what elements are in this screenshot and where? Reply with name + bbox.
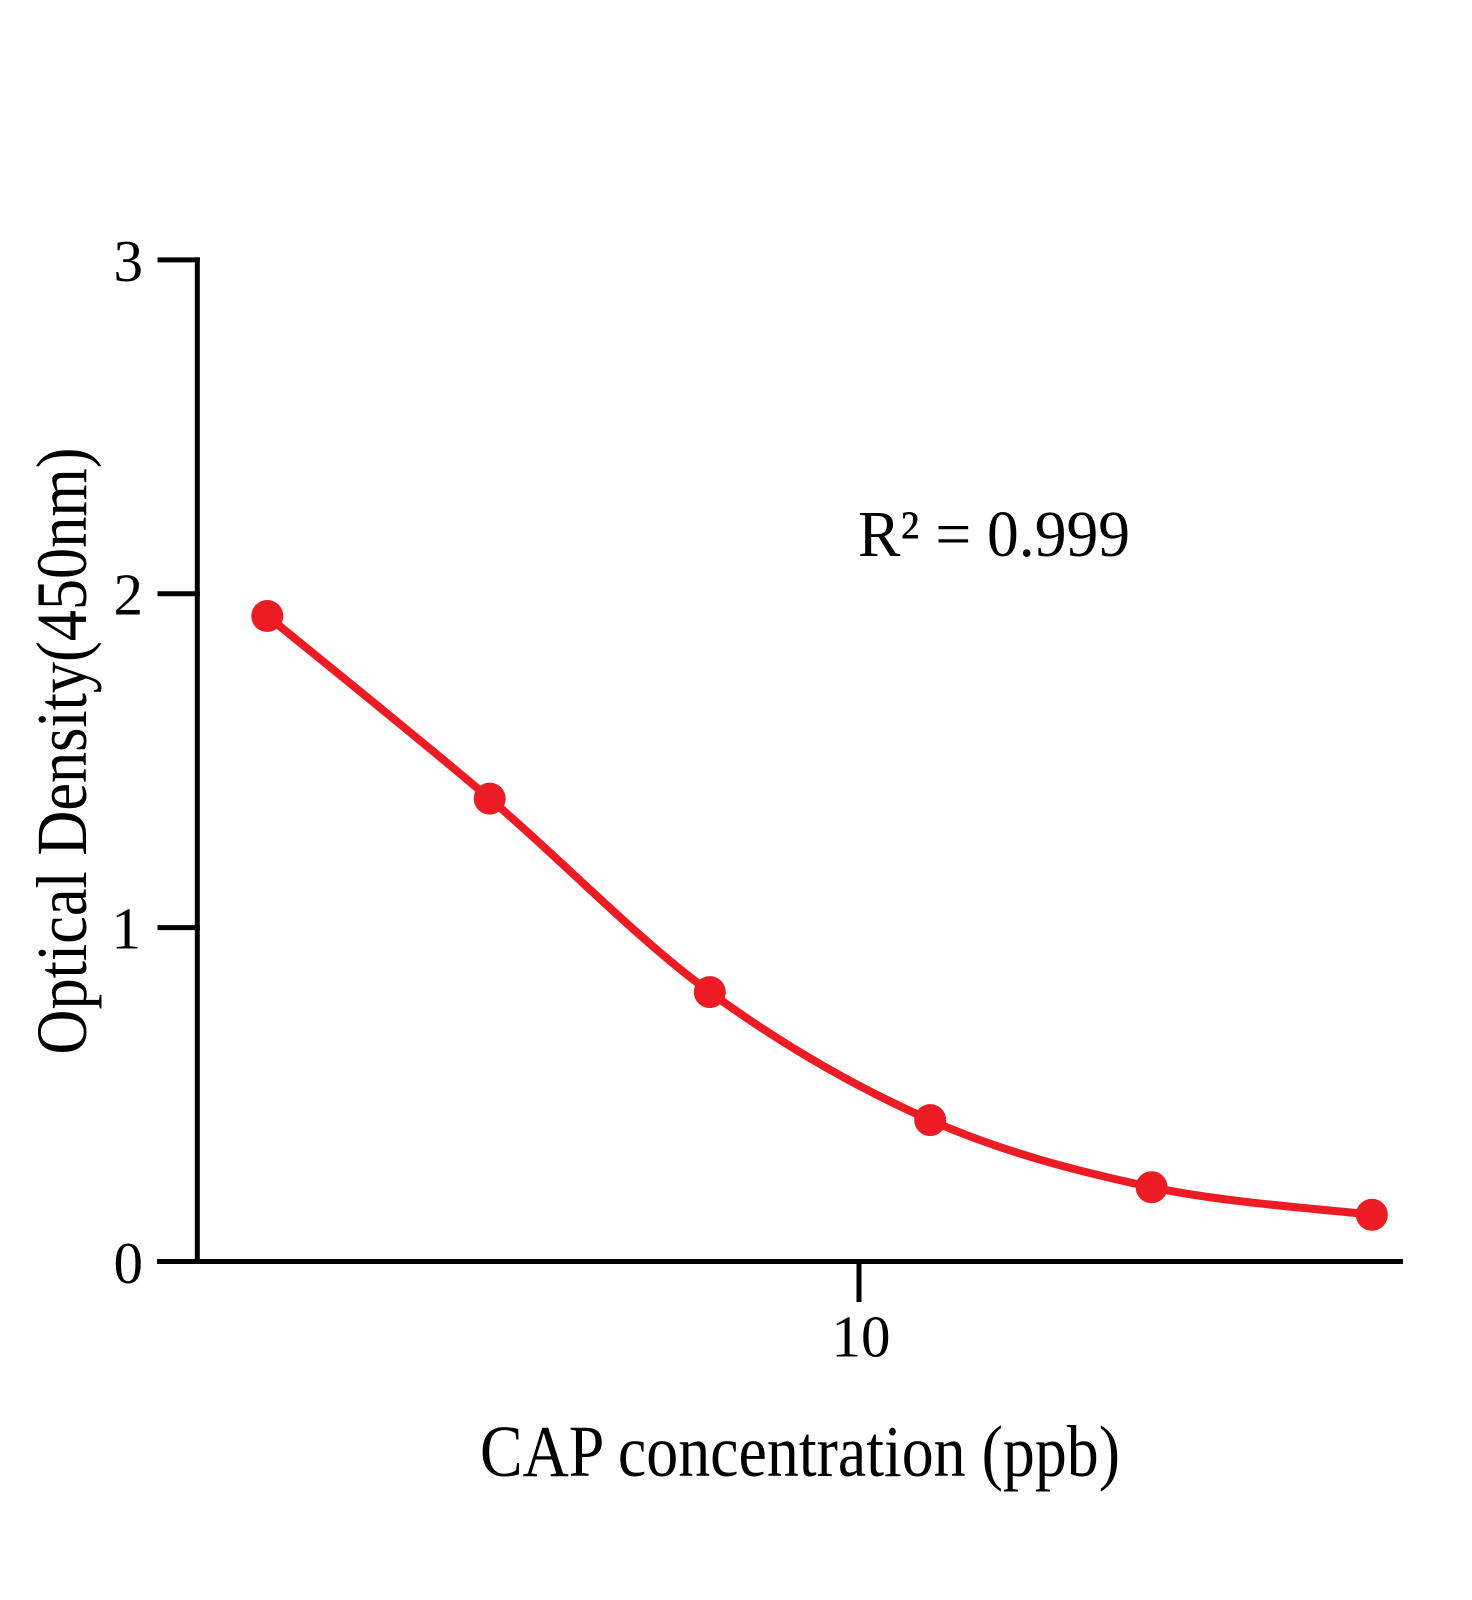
svg-text:0: 0 — [114, 1230, 144, 1296]
svg-text:10: 10 — [832, 1304, 891, 1370]
svg-text:Optical Density(450nm): Optical Density(450nm) — [22, 448, 102, 1055]
svg-text:1: 1 — [112, 896, 142, 962]
svg-text:R² = 0.999: R² = 0.999 — [858, 498, 1130, 571]
svg-text:3: 3 — [114, 228, 144, 294]
svg-text:2: 2 — [114, 562, 144, 628]
svg-text:CAP concentration (ppb): CAP concentration (ppb) — [480, 1411, 1120, 1492]
